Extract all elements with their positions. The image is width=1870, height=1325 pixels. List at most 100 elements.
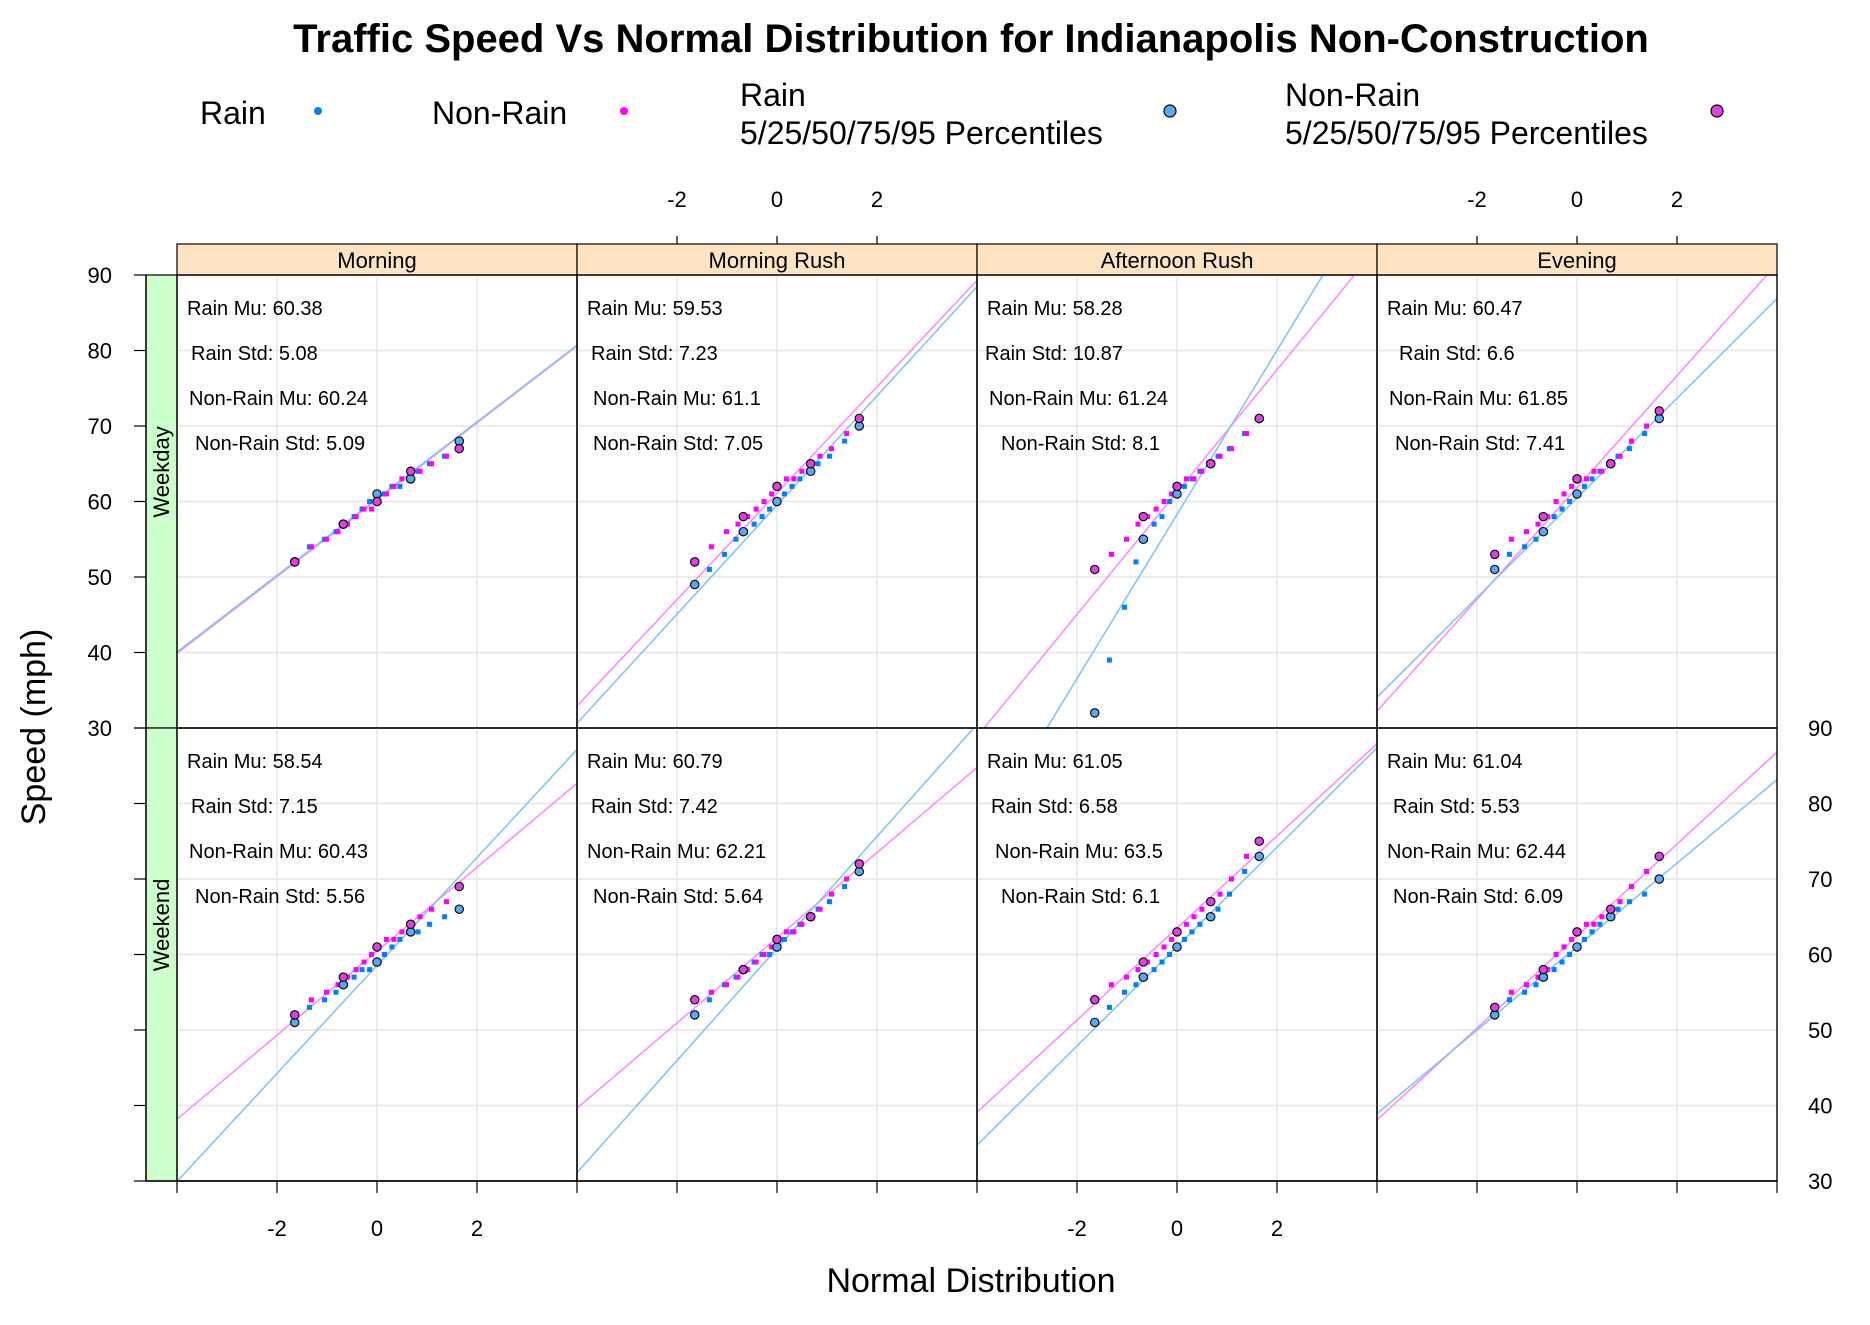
panel-content xyxy=(1377,751,1777,1121)
panel-grid xyxy=(177,275,577,728)
panel-stat-0: Rain Mu: 60.47 xyxy=(1387,298,1523,320)
rain-quantile-point xyxy=(306,1004,312,1010)
panels: Morning Morning Rush Afternoon Rush Evening… xyxy=(88,187,1833,1241)
y-axis-title: Speed (mph) xyxy=(15,629,53,826)
nonrain-quantile-point xyxy=(753,959,759,965)
nonrain-quantile-point xyxy=(1628,884,1634,890)
nonrain-percentile-point xyxy=(338,972,349,982)
nonrain-percentile-point xyxy=(1254,836,1265,846)
nonrain-quantile-point xyxy=(1561,491,1567,497)
panel-weekend-afternoon-rush: Rain Mu: 61.05 Rain Std: 6.58 Non-Rain Mu:… xyxy=(976,727,1378,1182)
rain-quantile-point xyxy=(722,551,728,557)
rain-quantile-point xyxy=(1122,989,1128,995)
nonrain-quantile-point xyxy=(1591,921,1597,927)
rain-quantile-point xyxy=(751,521,757,527)
panel-stat-0: Rain Mu: 61.05 xyxy=(987,751,1123,773)
panel-stat-3: Non-Rain Std: 5.64 xyxy=(593,886,763,908)
rain-quantile-point xyxy=(1506,551,1512,557)
strip-label-weekday: Weekday xyxy=(149,426,174,517)
panel-grid xyxy=(1377,728,1777,1181)
rain-quantile-point xyxy=(1581,483,1587,489)
nonrain-quantile-point xyxy=(391,483,397,489)
nonrain-quantile-point xyxy=(817,453,823,459)
panel-stat-1: Rain Std: 7.23 xyxy=(591,343,718,365)
nonrain-percentile-point xyxy=(1172,481,1182,492)
nonrain-quantile-point xyxy=(369,952,375,957)
nonrain-quantile-point xyxy=(361,959,367,965)
rain-quantile-point xyxy=(1133,559,1139,565)
y-tick-label-right: 60 xyxy=(1808,943,1832,968)
rain-quantile-point xyxy=(826,899,832,905)
nonrain-percentile-point xyxy=(1572,927,1582,937)
rain-quantile-point xyxy=(1159,514,1165,520)
nonrain-quantile-point xyxy=(1135,521,1141,527)
panel-stat-2: Non-Rain Mu: 61.24 xyxy=(989,388,1168,410)
strip-evening xyxy=(1376,243,1778,276)
rain-percentile-point xyxy=(1572,489,1582,499)
rain-quantile-point xyxy=(1522,544,1528,550)
nonrain-quantile-point xyxy=(1169,491,1175,497)
rain-quantile-point xyxy=(442,914,448,920)
nonrain-percentile-point xyxy=(689,557,700,567)
nonrain-quantile-point xyxy=(1583,476,1589,482)
panel-stat-2: Non-Rain Mu: 63.5 xyxy=(995,841,1163,863)
y-tick-label-left: 70 xyxy=(88,414,112,439)
rain-quantile-point xyxy=(351,974,357,980)
panel-stat-2: Non-Rain Mu: 61.1 xyxy=(593,388,761,410)
nonrain-quantile-point xyxy=(428,906,434,912)
nonrain-quantile-point xyxy=(724,982,730,988)
legend: Rain Non-Rain Rain 5/25/50/75/95 Percentile… xyxy=(200,77,1724,151)
rain-quantile-point xyxy=(1597,921,1603,927)
panel-content xyxy=(977,743,1377,1146)
nonrain-percentile-point xyxy=(372,942,382,952)
rain-quantile-point xyxy=(322,997,328,1003)
y-tick-label-right: 40 xyxy=(1808,1094,1832,1119)
nonrain-quantile-point xyxy=(1244,853,1250,859)
y-tick-label-right: 30 xyxy=(1808,1169,1832,1194)
rain-quantile-point xyxy=(1181,483,1187,489)
nonrain-percentile-point xyxy=(805,911,816,922)
y-tick-label-left: 90 xyxy=(88,263,112,288)
panel-content xyxy=(577,728,977,1174)
x-tick-label-top: 2 xyxy=(871,187,883,212)
nonrain-percentile-point xyxy=(1490,549,1500,560)
legend-label-line: 5/25/50/75/95 Percentiles xyxy=(740,115,1103,151)
nonrain-percentile-point xyxy=(1254,413,1265,424)
rain-percentile-point xyxy=(1572,942,1582,952)
x-tick-label-top: -2 xyxy=(1467,187,1487,212)
nonrain-quantile-point xyxy=(1108,982,1114,988)
rain-percentile-point xyxy=(1538,526,1549,537)
nonrain-quantile-point xyxy=(1591,468,1597,474)
rain-quantile-point xyxy=(1181,936,1187,942)
nonrain-percentile-point xyxy=(1490,1002,1500,1013)
rain-quantile-point xyxy=(733,536,739,542)
panel-stat-1: Rain Std: 7.15 xyxy=(191,796,318,818)
panel-stat-2: Non-Rain Mu: 60.24 xyxy=(189,388,368,410)
rain-quantile-point xyxy=(426,921,432,927)
rain-percentile-point xyxy=(1138,534,1149,544)
rain-quantile-point xyxy=(1159,959,1165,965)
strip-label-afternoon-rush: Afternoon Rush xyxy=(1101,248,1254,273)
rain-quantile-point xyxy=(397,936,403,942)
nonrain-normal-line xyxy=(577,279,977,707)
nonrain-percentile-point xyxy=(1090,564,1100,575)
nonrain-percentile-point xyxy=(689,995,700,1005)
x-tick-label-top: 2 xyxy=(1671,187,1683,212)
x-tick-label-top: 0 xyxy=(1571,187,1583,212)
panel-stat-3: Non-Rain Std: 5.56 xyxy=(195,886,365,908)
rain-quantile-point xyxy=(367,967,373,973)
nonrain-quantile-point xyxy=(1199,906,1205,912)
rain-percentile-point xyxy=(1090,708,1100,718)
nonrain-quantile-point xyxy=(828,891,834,897)
rain-quantile-point xyxy=(815,461,821,467)
rain-normal-line xyxy=(1045,275,1324,728)
nonrain-percentile-point xyxy=(289,557,300,567)
panel-content xyxy=(177,749,577,1181)
y-tick-label-left: 40 xyxy=(88,641,112,666)
nonrain-quantile-point xyxy=(1183,476,1189,482)
rain-percentile-point xyxy=(738,526,749,537)
panel-stat-0: Rain Mu: 60.79 xyxy=(587,751,723,773)
nonrain-percentile-point xyxy=(1090,995,1100,1005)
nonrain-percentile-point xyxy=(772,934,782,945)
nonrain-quantile-point xyxy=(761,952,767,957)
